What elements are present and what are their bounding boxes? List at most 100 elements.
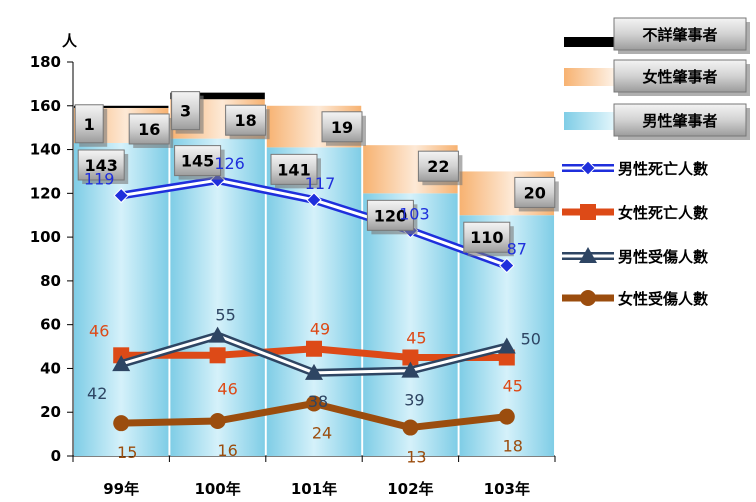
line-value-label: 119 [84, 170, 115, 189]
line-value-label: 42 [87, 384, 107, 403]
line-marker [498, 408, 515, 425]
unknown-bar-label: 1 [74, 104, 108, 147]
label-box [174, 145, 222, 177]
legend-box [613, 103, 747, 137]
bar-value-label: 22 [427, 157, 449, 176]
y-tick-label: 40 [40, 359, 61, 377]
line-value-label: 55 [215, 306, 235, 325]
y-tick-label: 80 [40, 272, 61, 290]
legend-label: 不詳肇事者 [642, 26, 717, 44]
line-value-label: 24 [312, 423, 332, 442]
line-marker [499, 257, 515, 274]
male-bar-label: 143 [77, 149, 129, 184]
legend-label: 女性受傷人數 [618, 290, 708, 308]
bar-value-label: 16 [138, 120, 160, 139]
bar-value-label: 1 [84, 115, 95, 134]
line-value-label: 87 [507, 240, 527, 259]
legend-swatch [564, 112, 616, 130]
y-tick-label: 140 [30, 141, 61, 159]
x-tick-label: 103年 [484, 480, 530, 498]
x-tick-label: 101年 [291, 480, 337, 498]
line-value-label: 18 [503, 437, 523, 456]
male-bar-label: 120 [366, 199, 418, 235]
line-marker [305, 363, 323, 380]
legend-label: 男性肇事者 [642, 112, 717, 130]
line-marker [113, 415, 130, 432]
line-marker [401, 361, 420, 378]
male-bar-label: 141 [270, 153, 321, 189]
legend-label: 女性死亡人數 [618, 204, 708, 222]
line-value-label: 46 [89, 321, 109, 340]
line-marker [306, 340, 322, 357]
y-axis-unit: 人 [62, 32, 78, 50]
bar-value-label: 3 [180, 102, 191, 121]
female-bar-label: 18 [225, 104, 270, 140]
line-marker [402, 419, 419, 436]
y-tick-label: 120 [30, 184, 61, 202]
line-marker [306, 395, 322, 412]
unknown-bar-label: 3 [171, 91, 204, 134]
line-marker [208, 326, 227, 343]
line-marker [580, 290, 596, 306]
legend-box [613, 17, 747, 51]
female-bar-label: 16 [128, 113, 174, 148]
line-value-label: 15 [117, 443, 137, 462]
line-marker [209, 412, 226, 429]
line-marker [209, 347, 226, 364]
bar-value-label: 143 [84, 156, 117, 175]
line-marker [580, 160, 596, 176]
line-marker [580, 204, 596, 220]
label-box [463, 221, 511, 253]
label-box [417, 150, 459, 182]
line-marker [306, 192, 322, 208]
x-tick-label: 100年 [194, 480, 240, 498]
line-marker [497, 337, 516, 354]
bar-value-label: 145 [181, 152, 214, 171]
label-box [171, 91, 201, 131]
male-bar-label: 110 [463, 221, 514, 257]
legend-box [613, 59, 747, 93]
bar-segment [73, 105, 169, 108]
line-value-label: 117 [305, 174, 336, 193]
line-value-label: 38 [308, 392, 328, 411]
legend-swatch [564, 37, 616, 47]
bar-value-label: 20 [524, 183, 546, 202]
line-value-label: 13 [406, 448, 426, 467]
line-value-label: 49 [310, 320, 330, 339]
y-tick-label: 180 [30, 53, 61, 71]
y-tick-label: 60 [40, 316, 61, 334]
line-value-label: 39 [404, 391, 424, 410]
female-bar-label: 19 [321, 111, 366, 146]
line-value-label: 126 [214, 154, 245, 173]
line-value-label: 16 [217, 441, 237, 460]
label-box [128, 113, 170, 145]
bar-value-label: 141 [277, 160, 310, 179]
y-tick-label: 0 [51, 447, 61, 465]
line-value-label: 103 [399, 205, 430, 224]
legend-label: 男性受傷人數 [618, 248, 708, 266]
x-tick-label: 102年 [387, 480, 433, 498]
male-bar-label: 145 [174, 145, 225, 180]
label-box [77, 149, 125, 181]
line-marker [113, 187, 129, 204]
label-box [366, 199, 414, 231]
bar-value-label: 19 [331, 118, 353, 137]
line-marker [402, 349, 419, 366]
line-value-label: 46 [217, 379, 237, 398]
label-box [321, 111, 363, 143]
bar-segment [170, 92, 265, 100]
bar-value-label: 110 [470, 228, 503, 247]
label-box [514, 176, 556, 208]
legend-swatch [564, 68, 616, 86]
legend-label: 男性死亡人數 [618, 160, 708, 178]
bar-value-label: 18 [234, 111, 256, 130]
line-value-label: 45 [503, 377, 523, 396]
label-box [270, 153, 318, 185]
label-box [225, 104, 267, 136]
label-box [74, 104, 104, 144]
female-bar-label: 20 [514, 176, 559, 212]
line-marker [579, 247, 597, 263]
legend-label: 女性肇事者 [642, 68, 717, 86]
y-tick-label: 20 [40, 403, 61, 421]
